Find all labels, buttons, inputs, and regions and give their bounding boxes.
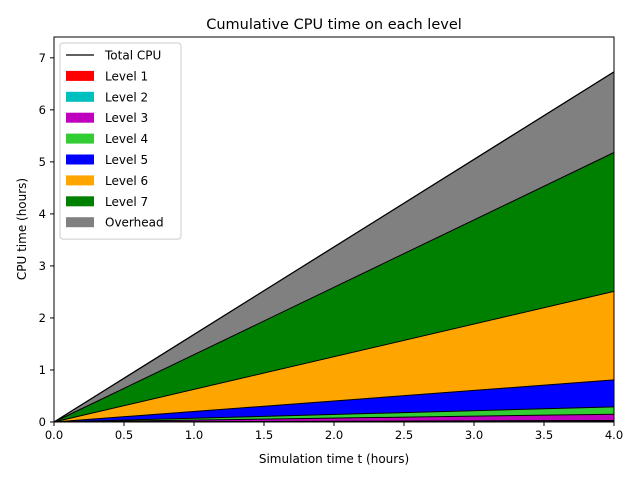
total-cpu-line: [53, 71, 615, 423]
x-axis-label: Simulation time t (hours): [259, 452, 409, 466]
y-tick-label: 1: [39, 363, 46, 377]
chart-title: Cumulative CPU time on each level: [206, 17, 462, 33]
legend-swatch-overhead: [66, 217, 94, 228]
legend-swatch-level-4: [66, 133, 94, 144]
legend-label-level-2: Level 2: [105, 90, 148, 104]
legend-label-level-3: Level 3: [105, 111, 148, 125]
legend-swatch-level-7: [66, 196, 94, 207]
y-tick-label: 5: [39, 155, 46, 169]
y-tick-label: 6: [39, 103, 46, 117]
x-tick-label: 2.0: [325, 428, 343, 442]
boundary-line-level-7: [53, 152, 615, 423]
legend-label-level-1: Level 1: [105, 69, 148, 83]
y-tick-label: 0: [39, 415, 46, 429]
x-tick-label: 4.0: [605, 428, 623, 442]
legend-label-total-cpu: Total CPU: [104, 49, 161, 63]
legend-swatch-level-5: [66, 154, 94, 165]
x-tick-label: 1.5: [255, 428, 273, 442]
y-tick-label: 4: [39, 207, 46, 221]
legend-swatch-level-6: [66, 175, 94, 186]
x-axis: 0.0 0.5 1.0 1.5 2.0 2.5 3.0 3.5 4.0: [45, 422, 623, 442]
x-tick-label: 2.5: [395, 428, 413, 442]
x-tick-label: 3.0: [465, 428, 483, 442]
legend-label-overhead: Overhead: [105, 216, 164, 230]
legend-swatch-level-2: [66, 91, 94, 102]
legend-label-level-5: Level 5: [105, 153, 148, 167]
boundary-line-level-5: [53, 379, 615, 423]
x-tick-label: 3.5: [535, 428, 553, 442]
y-axis-label: CPU time (hours): [15, 178, 29, 280]
y-tick-label: 2: [39, 311, 46, 325]
legend: Total CPU Level 1 Level 2 Level 3 Level 4 Lev…: [59, 42, 182, 240]
y-tick-label: 3: [39, 259, 46, 273]
boundary-line-level-3: [53, 413, 615, 423]
legend-label-level-4: Level 4: [105, 132, 148, 146]
legend-swatch-level-3: [66, 112, 94, 123]
legend-swatch-level-1: [66, 70, 94, 81]
y-axis: 0 1 2 3 4 5 6 7: [39, 51, 54, 429]
legend-label-level-7: Level 7: [105, 195, 148, 209]
x-tick-label: 0.5: [115, 428, 133, 442]
boundary-line-level-6: [53, 290, 615, 423]
boundary-line-level-4: [53, 406, 615, 423]
legend-label-level-6: Level 6: [105, 174, 148, 188]
x-tick-label: 0.0: [45, 428, 63, 442]
x-tick-label: 1.0: [185, 428, 203, 442]
y-tick-label: 7: [39, 51, 46, 65]
